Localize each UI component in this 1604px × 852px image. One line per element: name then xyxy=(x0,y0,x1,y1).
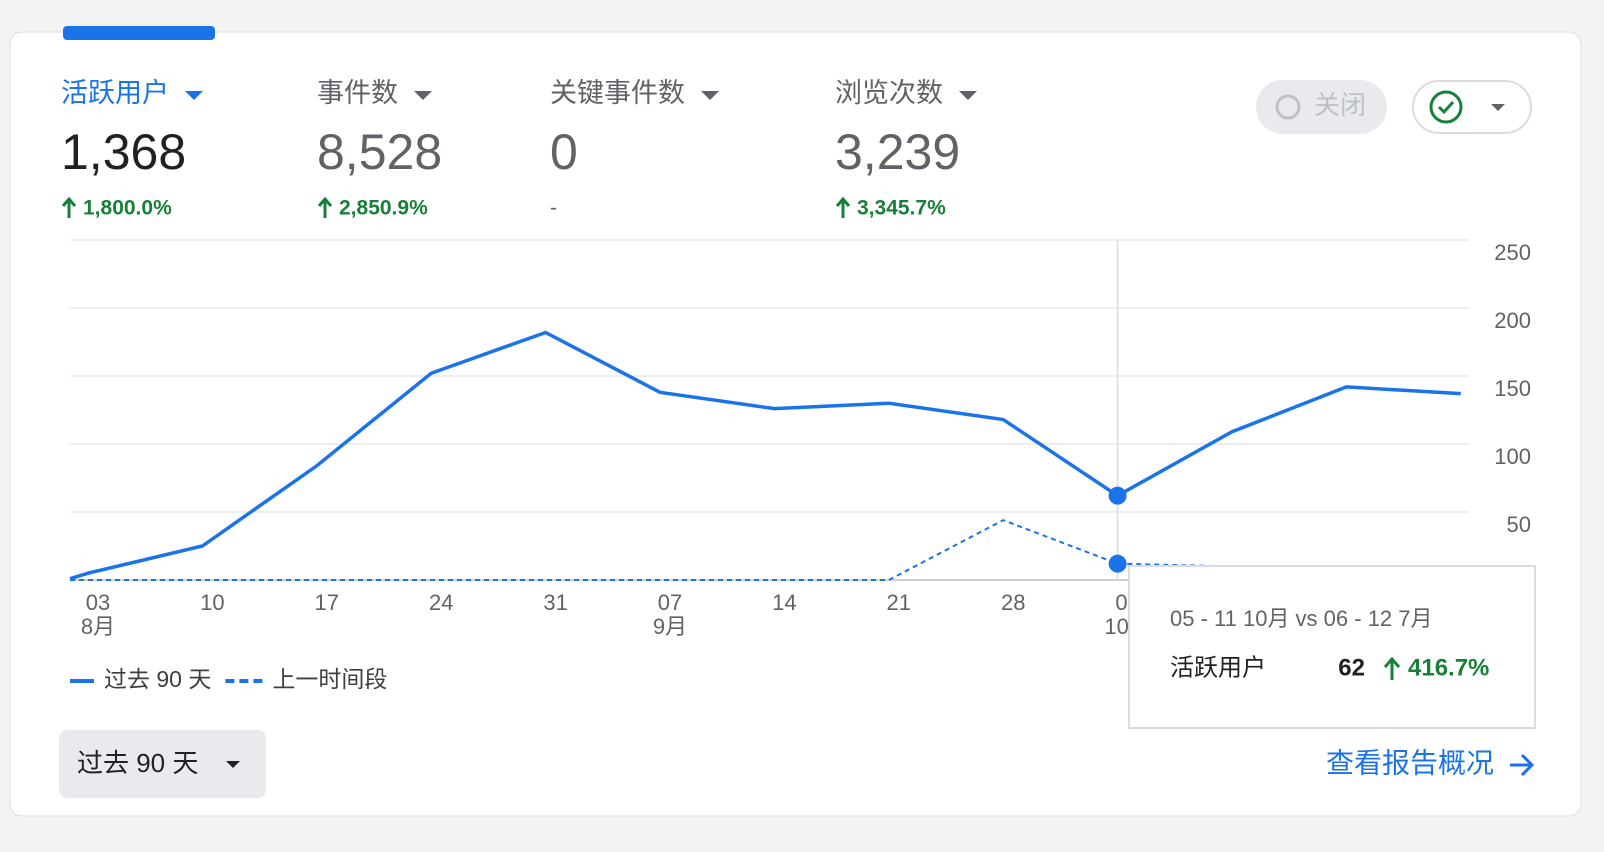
y-tick-label: 100 xyxy=(1494,444,1531,469)
close-icon xyxy=(1275,94,1301,120)
up-arrow xyxy=(61,196,77,218)
date-selector[interactable] xyxy=(59,730,266,798)
x-tick-label: 21 xyxy=(887,590,911,615)
tab-value: 3,239 xyxy=(835,124,960,180)
tooltip-box xyxy=(1128,565,1536,729)
up-arrow xyxy=(835,196,851,218)
arrow-icon xyxy=(1510,753,1535,777)
dropdown-arrow xyxy=(701,91,719,100)
y-tick-label: 50 xyxy=(1507,512,1531,537)
tooltip-value: 62 xyxy=(1338,654,1365,681)
x-tick-label: 14 xyxy=(772,590,796,615)
tab-label: 浏览次数 xyxy=(835,78,943,108)
tab-change: 2,850.9% xyxy=(339,197,428,220)
x-tick-label: 31 xyxy=(543,590,567,615)
legend-label: 过去 90 天 xyxy=(104,666,211,692)
tooltip-change: 416.7% xyxy=(1408,654,1489,681)
report-link[interactable]: 查看报告概况 xyxy=(1326,747,1494,778)
tooltip: 05 - 11 10月 vs 06 - 12 7月 活跃用户 62 416.7% xyxy=(1128,565,1536,729)
x-tick-label: 03 xyxy=(86,590,110,615)
check-icon xyxy=(1429,90,1463,124)
tab-change: - xyxy=(550,197,557,220)
date-selector-label: 过去 90 天 xyxy=(77,748,198,778)
dropdown-arrow xyxy=(414,91,432,100)
dropdown-arrow xyxy=(1491,104,1505,111)
dropdown-arrow xyxy=(226,761,240,768)
close-button[interactable] xyxy=(1256,80,1387,134)
y-tick-label: 200 xyxy=(1494,308,1531,333)
tab-value: 8,528 xyxy=(317,124,442,180)
tab-label: 事件数 xyxy=(317,78,398,108)
tab-value: 0 xyxy=(550,124,578,180)
up-arrow xyxy=(1383,656,1401,680)
hover-point xyxy=(1108,486,1127,505)
tooltip-date: 05 - 11 10月 vs 06 - 12 7月 xyxy=(1170,606,1433,631)
x-tick-label: 24 xyxy=(429,590,453,615)
up-arrow xyxy=(317,196,333,218)
metric-tabs: 活跃用户 1,368 1,800.0% 事件数 8,528 2,850.9% 关键事件数 0 -… xyxy=(61,78,977,220)
tab-indicator xyxy=(63,26,215,40)
x-tick-sublabel: 8月 xyxy=(81,614,115,639)
x-tick-label: 07 xyxy=(658,590,682,615)
tab-label: 活跃用户 xyxy=(61,78,169,108)
legend: 过去 90 天 上一时间段 xyxy=(70,666,387,692)
legend-label: 上一时间段 xyxy=(272,666,387,692)
tab-change: 1,800.0% xyxy=(83,197,172,220)
dropdown-arrow xyxy=(185,91,203,100)
dropdown-arrow xyxy=(959,91,977,100)
x-tick-label: 10 xyxy=(200,590,224,615)
check-mark xyxy=(1437,100,1455,115)
tab-value: 1,368 xyxy=(61,124,186,180)
close-label: 关闭 xyxy=(1314,90,1366,120)
y-tick-label: 150 xyxy=(1494,376,1531,401)
x-tick-label: 28 xyxy=(1001,590,1025,615)
status-button[interactable] xyxy=(1412,80,1532,134)
x-tick-label: 17 xyxy=(315,590,339,615)
tab-change: 3,345.7% xyxy=(857,197,946,220)
tooltip-metric: 活跃用户 xyxy=(1170,654,1266,681)
hover-point xyxy=(1108,554,1127,573)
x-tick-sublabel: 9月 xyxy=(653,614,687,639)
y-tick-label: 250 xyxy=(1494,240,1531,265)
series-line xyxy=(69,330,1461,581)
tab-label: 关键事件数 xyxy=(550,78,685,108)
